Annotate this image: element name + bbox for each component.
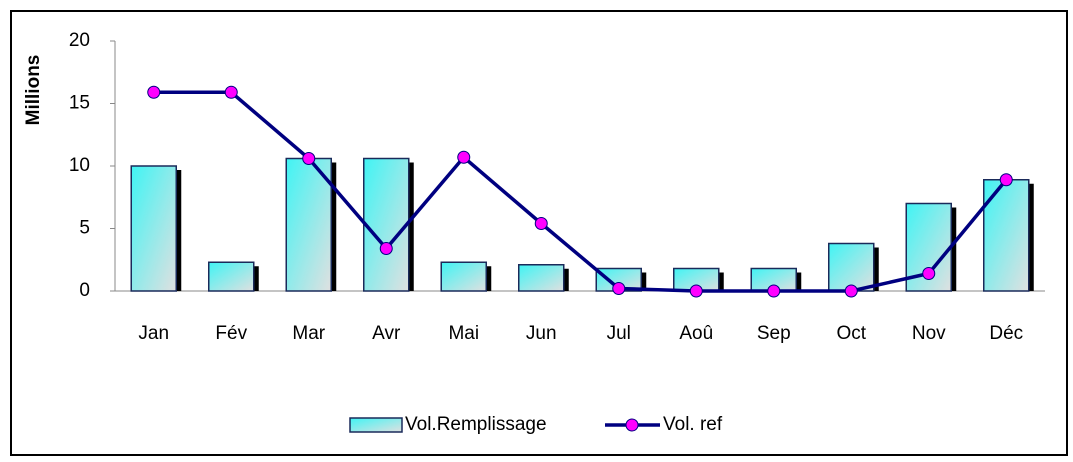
marker bbox=[147, 85, 161, 99]
bar bbox=[828, 242, 875, 292]
legend-label: Vol. ref bbox=[663, 414, 723, 435]
marker bbox=[224, 85, 238, 99]
x-tick-label: Sep bbox=[757, 323, 791, 344]
marker bbox=[922, 267, 936, 280]
x-tick-label: Avr bbox=[372, 323, 401, 344]
legend-label: Vol.Remplissage bbox=[405, 414, 547, 435]
line bbox=[153, 90, 1008, 293]
legend-marker bbox=[625, 418, 639, 432]
y-tick-label: 20 bbox=[69, 30, 90, 51]
marker bbox=[302, 152, 316, 165]
x-tick-label: Jun bbox=[526, 323, 557, 344]
x-tick-label: Mar bbox=[292, 323, 325, 344]
y-tick-label: 15 bbox=[69, 93, 90, 114]
x-tick-label: Jul bbox=[607, 323, 631, 344]
chart-frame bbox=[10, 10, 1068, 456]
marker bbox=[844, 284, 858, 298]
marker bbox=[457, 150, 471, 164]
marker bbox=[612, 282, 626, 295]
bar bbox=[363, 157, 410, 292]
legend-swatch bbox=[349, 417, 403, 433]
marker bbox=[999, 173, 1013, 187]
x-tick-label: Nov bbox=[912, 323, 946, 344]
x-tick-label: Jan bbox=[138, 323, 169, 344]
bar bbox=[285, 157, 332, 292]
x-tick-label: Déc bbox=[989, 323, 1023, 344]
marker bbox=[767, 284, 781, 298]
marker bbox=[379, 242, 393, 255]
bar bbox=[208, 261, 255, 292]
bar bbox=[130, 165, 177, 292]
y-tick-label: 10 bbox=[69, 155, 90, 176]
bar bbox=[518, 264, 565, 292]
x-tick-label: Mai bbox=[448, 323, 479, 344]
x-tick-label: Oct bbox=[836, 323, 866, 344]
bar bbox=[440, 261, 487, 292]
x-tick-label: Fév bbox=[215, 323, 247, 344]
y-tick-label: 0 bbox=[79, 280, 90, 301]
marker bbox=[534, 217, 548, 230]
y-tick-label: 5 bbox=[79, 218, 90, 239]
x-tick-label: Aoû bbox=[679, 323, 713, 344]
marker bbox=[689, 284, 703, 298]
y-axis-label: Millions bbox=[23, 55, 44, 126]
